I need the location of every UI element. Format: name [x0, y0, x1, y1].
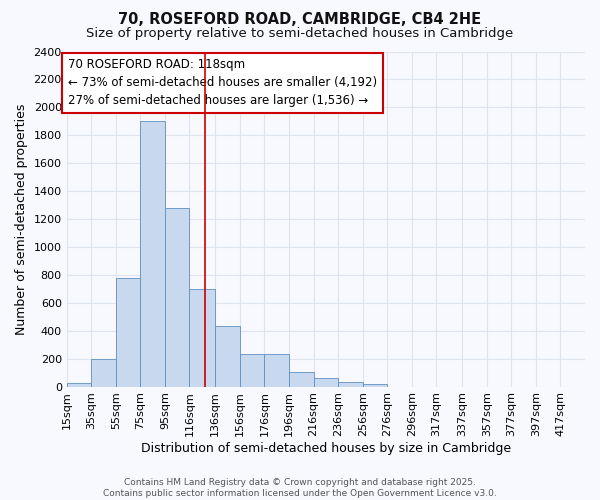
Bar [91, 358, 116, 386]
Bar [338, 382, 362, 386]
Bar [67, 383, 91, 386]
Text: Contains HM Land Registry data © Crown copyright and database right 2025.
Contai: Contains HM Land Registry data © Crown c… [103, 478, 497, 498]
Bar [140, 122, 165, 386]
Bar [289, 372, 314, 386]
Bar [240, 354, 265, 386]
Bar [190, 289, 215, 386]
Y-axis label: Number of semi-detached properties: Number of semi-detached properties [15, 104, 28, 334]
Bar [116, 278, 140, 386]
Bar [314, 378, 338, 386]
Text: Size of property relative to semi-detached houses in Cambridge: Size of property relative to semi-detach… [86, 28, 514, 40]
Text: 70 ROSEFORD ROAD: 118sqm
← 73% of semi-detached houses are smaller (4,192)
27% o: 70 ROSEFORD ROAD: 118sqm ← 73% of semi-d… [68, 58, 377, 108]
Bar [362, 384, 387, 386]
Bar [215, 326, 240, 386]
Text: 70, ROSEFORD ROAD, CAMBRIDGE, CB4 2HE: 70, ROSEFORD ROAD, CAMBRIDGE, CB4 2HE [118, 12, 482, 28]
Bar [265, 354, 289, 386]
X-axis label: Distribution of semi-detached houses by size in Cambridge: Distribution of semi-detached houses by … [141, 442, 511, 455]
Bar [165, 208, 190, 386]
